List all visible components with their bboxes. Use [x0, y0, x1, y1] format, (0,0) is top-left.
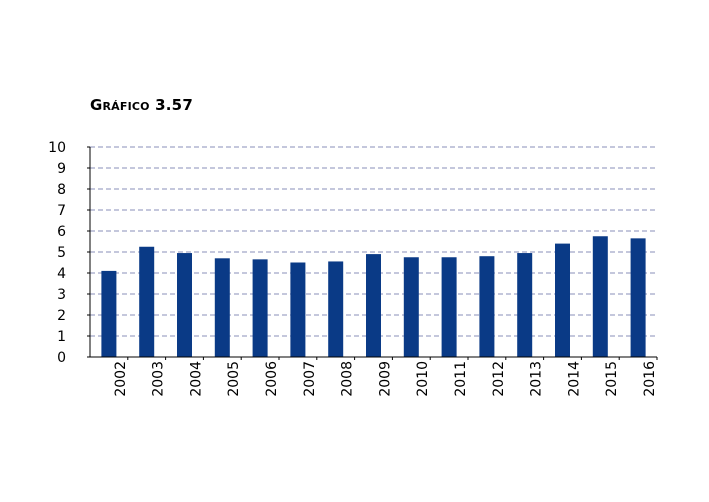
y-tick-label: 0 [57, 350, 66, 366]
x-tick-label: 2008 [340, 361, 356, 397]
x-tick-label: 2004 [188, 361, 204, 397]
bar [517, 253, 533, 357]
bar [441, 257, 457, 357]
x-tick-label: 2009 [377, 361, 393, 397]
bar [479, 256, 495, 357]
bar [555, 243, 570, 357]
x-tick-label: 2013 [529, 361, 545, 397]
bar [214, 258, 230, 357]
bar [290, 262, 306, 357]
x-tick-label: 2012 [491, 361, 507, 397]
bar [366, 254, 381, 357]
y-tick-label: 4 [57, 266, 66, 282]
x-tick-labels: 2002 2003 2004 2005 2006 2007 2008 2009 2010 2011… [113, 361, 658, 397]
y-tick-label: 2 [57, 308, 66, 324]
bar [101, 270, 117, 357]
axes [87, 146, 658, 360]
x-tick-label: 2005 [226, 361, 242, 397]
x-tick-label: 2014 [566, 361, 582, 397]
x-tick-label: 2007 [302, 361, 318, 397]
x-tick-label: 2003 [151, 361, 167, 397]
x-tick-label: 2002 [113, 361, 129, 397]
bar [139, 246, 155, 357]
x-tick-label: 2010 [415, 361, 431, 397]
bars [101, 236, 646, 357]
bar [252, 259, 268, 357]
y-tick-label: 6 [57, 224, 66, 240]
x-tick-label: 2016 [642, 361, 658, 397]
x-tick-label: 2015 [604, 361, 620, 397]
y-tick-label: 3 [57, 287, 66, 303]
y-tick-label: 5 [57, 245, 66, 261]
x-tick-label: 2006 [264, 361, 280, 397]
y-tick-label: 8 [57, 182, 66, 198]
bar [592, 236, 608, 357]
y-tick-label: 1 [57, 329, 66, 345]
bar [403, 257, 419, 357]
y-tick-label: 7 [57, 203, 66, 219]
y-tick-label: 9 [57, 161, 66, 177]
bar [328, 261, 344, 357]
chart-title: Gráfico 3.57 [90, 96, 193, 114]
x-tick-label: 2011 [453, 361, 469, 397]
bar [177, 253, 192, 357]
y-tick-labels: 0 1 2 3 4 5 6 7 8 9 10 [48, 140, 66, 366]
bar [630, 238, 646, 357]
y-tick-label: 10 [48, 140, 66, 156]
